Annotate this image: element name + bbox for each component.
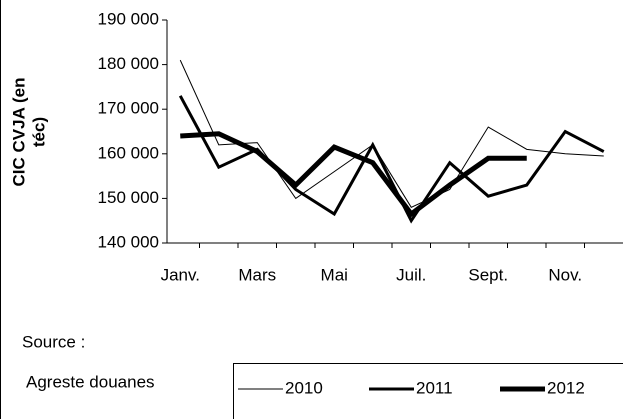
- y-tick-label: 180 000: [98, 54, 159, 73]
- y-tick-label: 150 000: [98, 188, 159, 207]
- x-tick-label: Janv.: [161, 265, 200, 284]
- y-axis-label-line: téc): [29, 117, 48, 147]
- y-tick-label: 160 000: [98, 143, 159, 162]
- legend-label: 2011: [416, 378, 453, 397]
- source-value: Agreste douanes: [26, 372, 155, 391]
- y-axis-label-line: CIC CVJA (en: [9, 78, 28, 187]
- y-tick-label: 190 000: [98, 9, 159, 28]
- y-tick-label: 170 000: [98, 99, 159, 118]
- legend-label: 2010: [285, 378, 323, 397]
- x-tick-label: Sept.: [468, 265, 508, 284]
- y-tick-label: 140 000: [98, 232, 159, 251]
- x-tick-label: Mai: [321, 265, 348, 284]
- x-tick-label: Nov.: [548, 265, 582, 284]
- series-line: [180, 131, 527, 218]
- series-line: [179, 59, 604, 208]
- x-tick-label: Mars: [238, 265, 276, 284]
- x-tick-label: Juil.: [396, 265, 426, 284]
- source-label: Source :: [22, 332, 85, 351]
- y-axis-label: CIC CVJA (en téc): [9, 78, 48, 187]
- legend-label: 2012: [547, 378, 585, 397]
- series-line: [178, 95, 605, 224]
- legend-box: [233, 363, 623, 419]
